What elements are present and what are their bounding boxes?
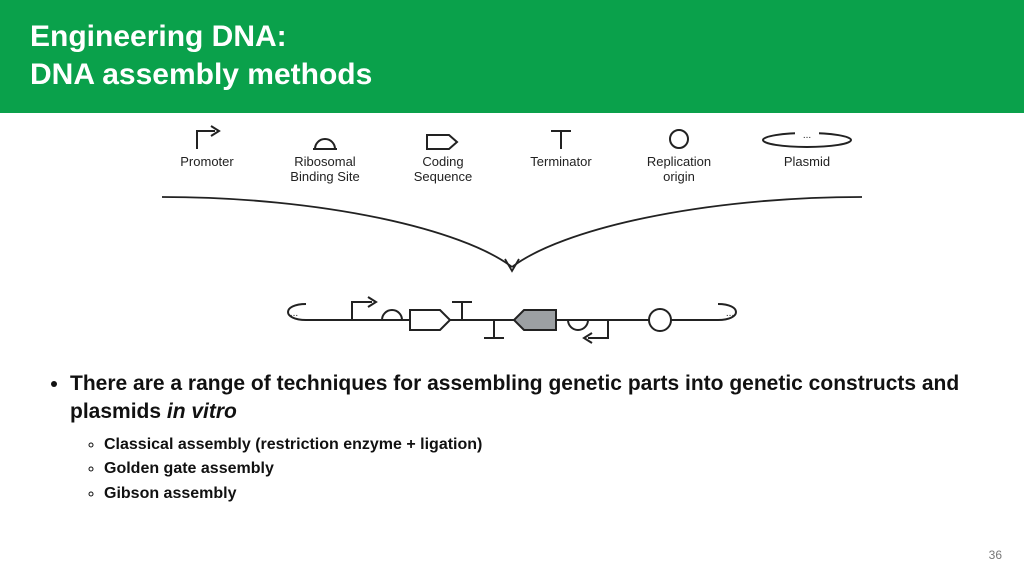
page-number: 36 xyxy=(989,548,1002,562)
part-terminator: Terminator xyxy=(516,121,606,170)
part-rbs: RibosomalBinding Site xyxy=(280,121,370,185)
genetic-parts-row: Promoter RibosomalBinding Site CodingSeq… xyxy=(0,113,1024,189)
origin-icon xyxy=(659,121,699,151)
cds-icon xyxy=(421,121,465,151)
part-label: Replicationorigin xyxy=(647,155,711,185)
part-cds: CodingSequence xyxy=(398,121,488,185)
sub-bullet: Golden gate assembly xyxy=(104,457,976,482)
svg-text:...: ... xyxy=(290,308,298,319)
arrows-svg xyxy=(142,189,882,284)
part-label: RibosomalBinding Site xyxy=(290,155,359,185)
plasmid-icon: ... xyxy=(757,121,857,151)
title-line-2: DNA assembly methods xyxy=(30,58,372,91)
promoter-icon xyxy=(187,121,227,151)
main-bullet-text-b: in vitro xyxy=(167,400,237,423)
svg-text:...: ... xyxy=(803,130,811,141)
construct-svg: ... ... xyxy=(272,284,752,356)
slide-title: Engineering DNA: DNA assembly methods xyxy=(30,18,994,93)
sub-bullet: Gibson assembly xyxy=(104,482,976,507)
converging-arrows xyxy=(0,189,1024,284)
part-label: Terminator xyxy=(530,155,591,170)
part-promoter: Promoter xyxy=(162,121,252,170)
part-plasmid: ... Plasmid xyxy=(752,121,862,170)
svg-text:...: ... xyxy=(726,308,734,319)
part-origin: Replicationorigin xyxy=(634,121,724,185)
rbs-icon xyxy=(305,121,345,151)
assembled-construct: ... ... xyxy=(0,284,1024,362)
part-label: Promoter xyxy=(180,155,233,170)
main-bullet: There are a range of techniques for asse… xyxy=(70,370,976,507)
sub-bullet: Classical assembly (restriction enzyme +… xyxy=(104,433,976,458)
title-line-1: Engineering DNA: xyxy=(30,20,287,53)
slide-header: Engineering DNA: DNA assembly methods xyxy=(0,0,1024,113)
bullet-section: There are a range of techniques for asse… xyxy=(0,362,1024,507)
terminator-icon xyxy=(541,121,581,151)
part-label: Plasmid xyxy=(784,155,830,170)
part-label: CodingSequence xyxy=(414,155,473,185)
